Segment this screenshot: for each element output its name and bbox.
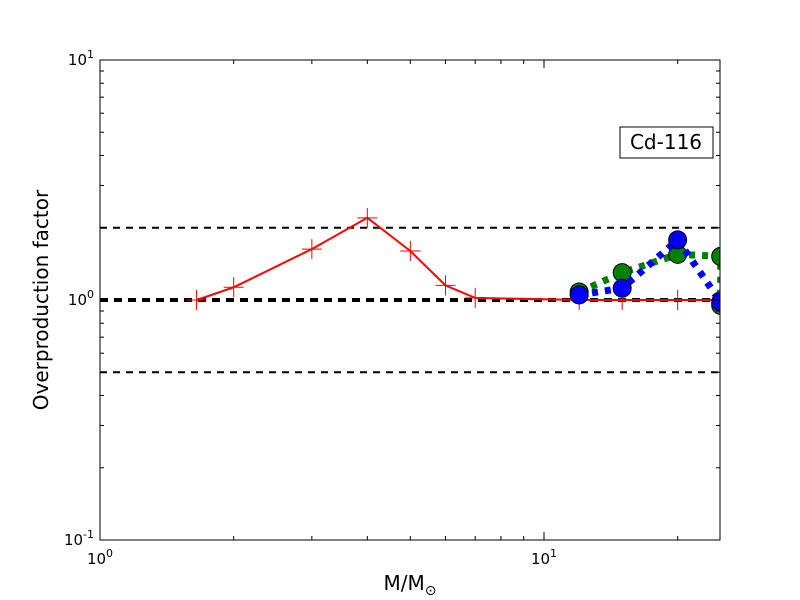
annotation-frame bbox=[619, 126, 714, 159]
series-1-point bbox=[186, 290, 207, 310]
annotation-box: Cd-116 bbox=[619, 126, 714, 159]
y-tick-exponent: 0 bbox=[87, 288, 94, 301]
plot-content bbox=[100, 207, 720, 374]
y-axis-label: Overproduction factor bbox=[29, 189, 53, 410]
series-2-point bbox=[711, 246, 720, 266]
series-1-point bbox=[400, 241, 421, 262]
y-tick-label: 10-1 bbox=[64, 528, 94, 549]
series-1-point bbox=[465, 287, 486, 308]
series-1-point bbox=[435, 275, 456, 296]
series-3-point bbox=[711, 292, 720, 312]
y-tick-label: 100 bbox=[68, 288, 94, 309]
x-axis-label: M/M⊙ bbox=[384, 571, 437, 599]
x-tick-exponent: 0 bbox=[106, 547, 113, 560]
y-tick-exponent: 1 bbox=[87, 48, 94, 61]
series-1-point bbox=[301, 239, 322, 260]
series-1-point bbox=[357, 207, 378, 228]
series-1-line bbox=[196, 216, 720, 301]
y-tick-exponent: -1 bbox=[83, 528, 94, 541]
series-1-point bbox=[667, 290, 688, 310]
x-tick-label: 100 bbox=[87, 547, 113, 568]
sun-symbol-subscript: ⊙ bbox=[425, 583, 437, 599]
x-tick-exponent: 1 bbox=[550, 547, 557, 560]
series-3-line bbox=[578, 234, 720, 305]
annotation-label: Cd-116 bbox=[630, 130, 702, 154]
series-1-point bbox=[223, 277, 244, 298]
x-tick-label: 101 bbox=[531, 547, 557, 568]
y-tick-label: 101 bbox=[68, 48, 94, 69]
series-3-point bbox=[569, 285, 589, 305]
series-3-point bbox=[668, 230, 688, 250]
series-3-point bbox=[612, 278, 632, 298]
